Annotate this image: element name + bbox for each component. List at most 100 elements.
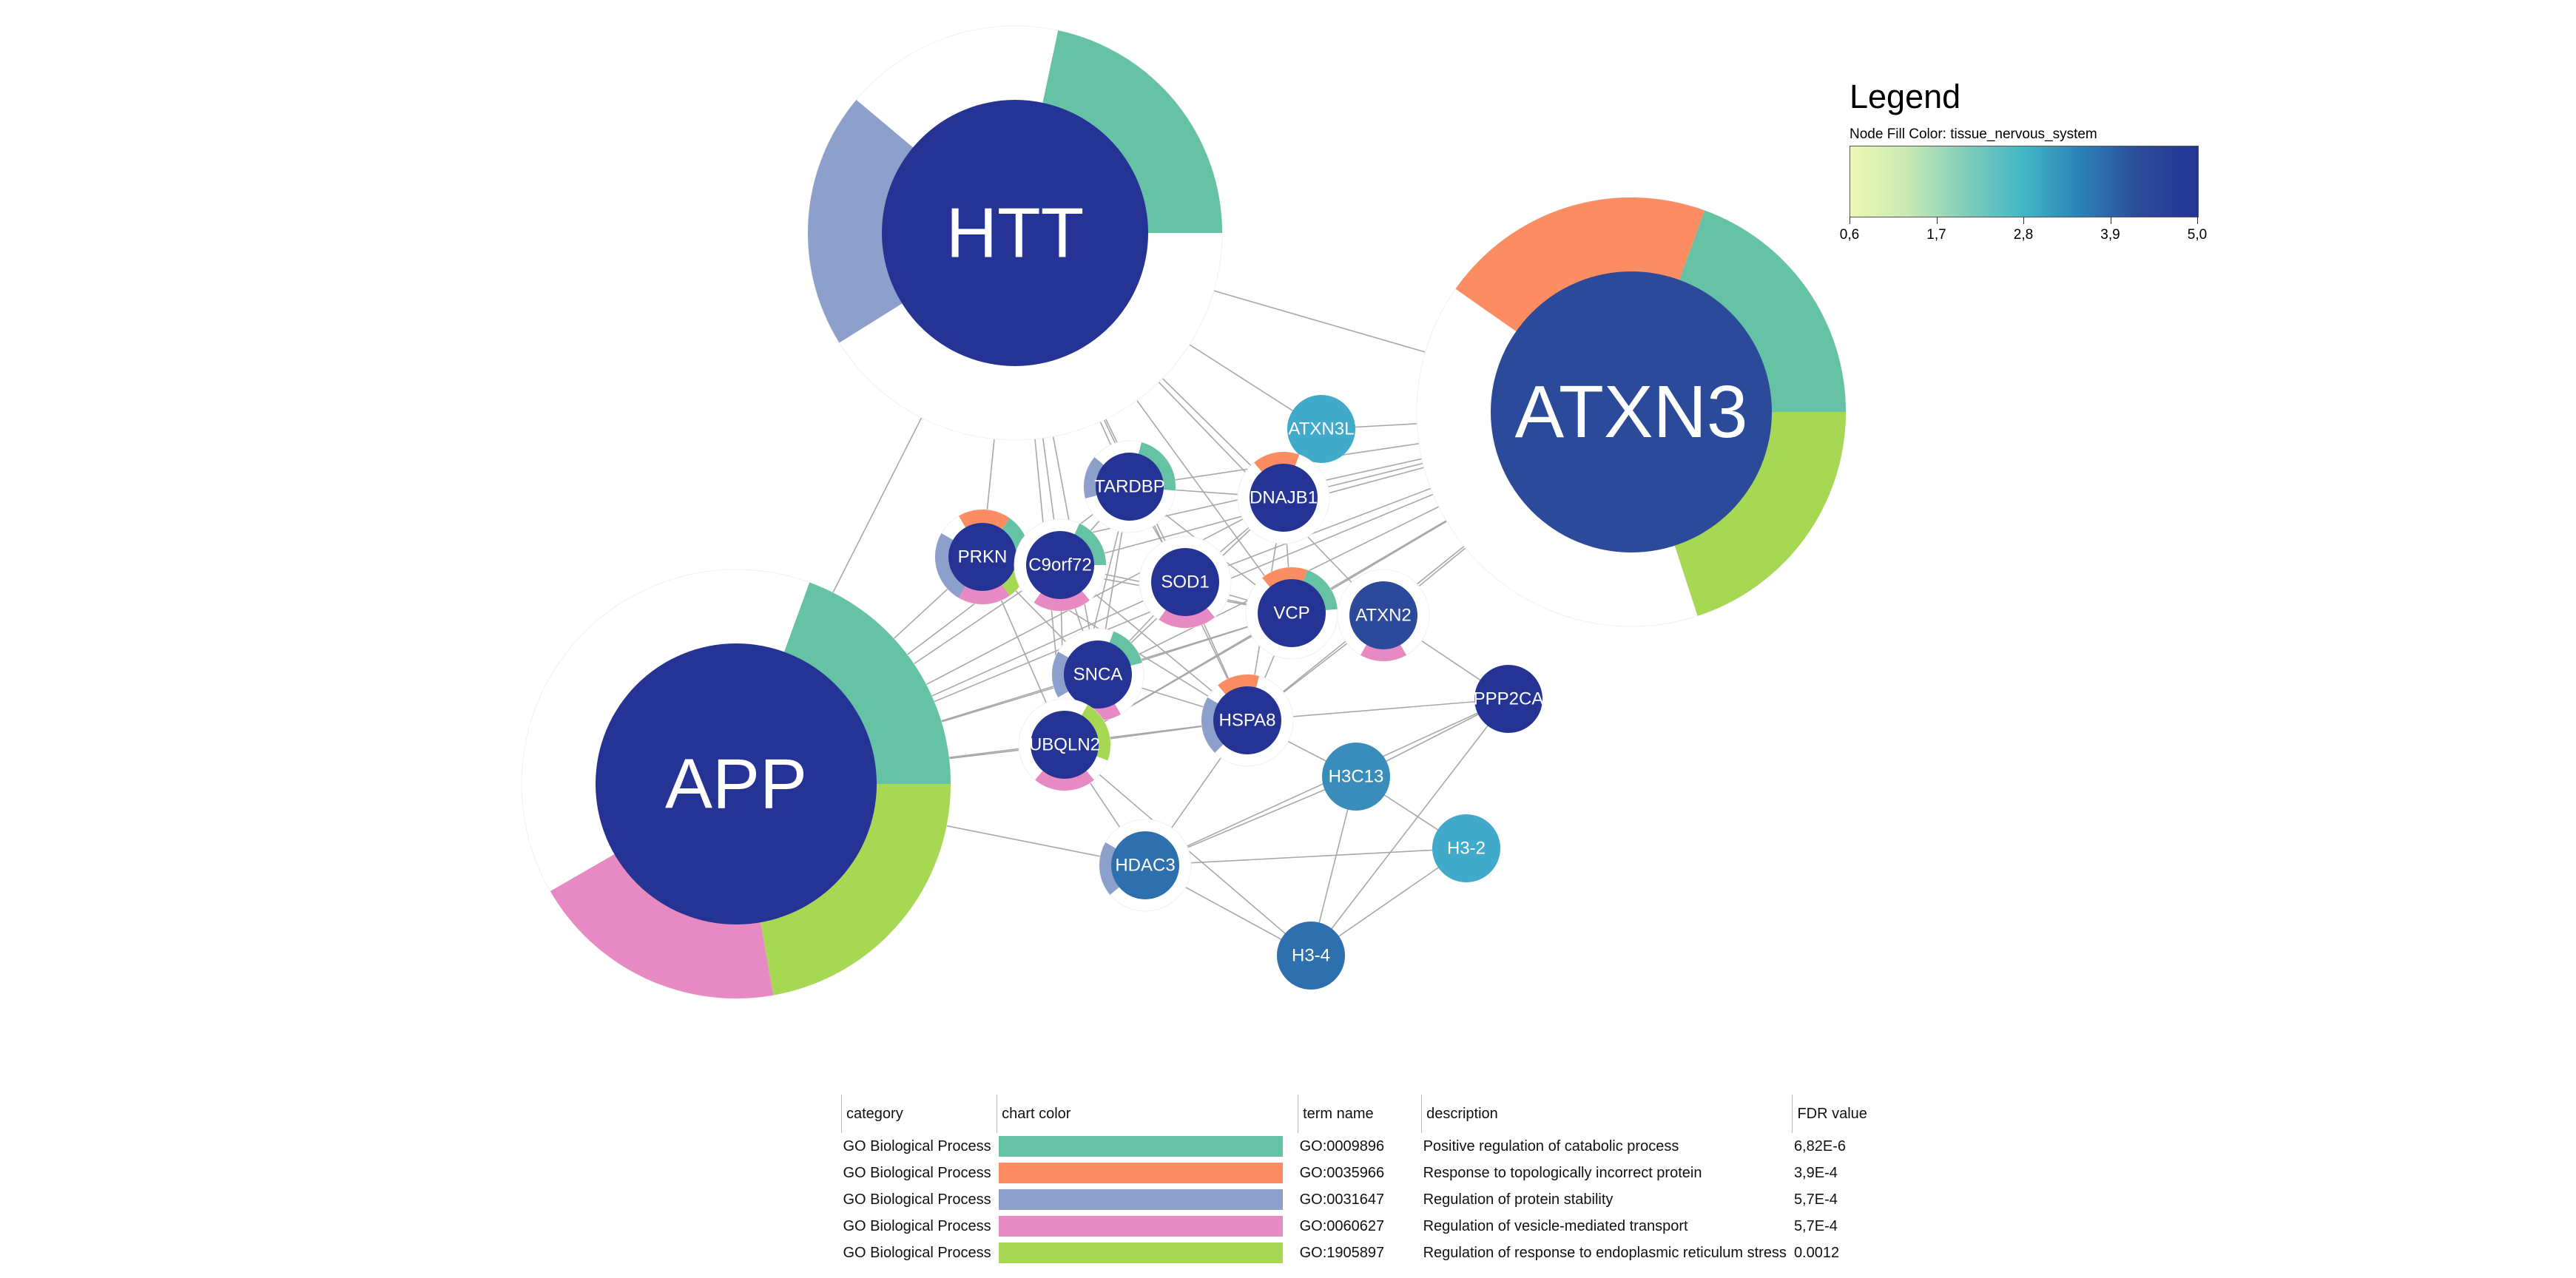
color-swatch — [998, 1189, 1283, 1210]
node-ring-segment — [1674, 412, 1846, 616]
node-circle — [1250, 464, 1318, 532]
cell-category: GO Biological Process — [843, 1244, 991, 1261]
node-circle — [1474, 665, 1542, 733]
node-label: APP — [665, 745, 807, 824]
node-label: SOD1 — [1161, 572, 1209, 592]
cell-fdr: 5,7E-4 — [1793, 1191, 1838, 1208]
legend-tick-row: 0,6 1,7 2,8 3,9 5,0 — [1840, 217, 2207, 246]
cell-description: Regulation of protein stability — [1423, 1191, 1614, 1208]
cell-fdr: 3,9E-4 — [1793, 1164, 1838, 1181]
legend-tick-label: 2,8 — [2013, 227, 2034, 243]
color-swatch — [998, 1163, 1283, 1183]
edge-h3-2-hdac3 — [1144, 848, 1467, 866]
legend-tick-mark — [1936, 217, 1938, 224]
node-ring-segment — [1679, 210, 1846, 412]
color-swatch — [998, 1136, 1283, 1157]
node-ring-segment — [1084, 457, 1105, 499]
cell-fdr: 5,7E-4 — [1793, 1217, 1838, 1234]
edge-ppp2ca-h3-4 — [1310, 698, 1509, 956]
header-fdr-value: FDR value — [1792, 1095, 1887, 1133]
node-h3-2[interactable]: H3-2 — [1432, 814, 1500, 882]
cell-term-name: GO:1905897 — [1299, 1244, 1385, 1261]
legend-tick-label: 5,0 — [2187, 227, 2208, 243]
node-htt[interactable]: HTT — [807, 25, 1223, 441]
node-atxn3l[interactable]: ATXN3L — [1287, 395, 1355, 463]
node-atxn2[interactable]: ATXN2 — [1337, 569, 1430, 662]
node-dnajb1[interactable]: DNAJB1 — [1237, 451, 1330, 544]
node-label: DNAJB1 — [1250, 488, 1318, 508]
node-ring-segment — [1109, 631, 1142, 666]
legend-tick-label: 3,9 — [2100, 227, 2120, 243]
table-row: GO Biological Process GO:0035966 Respons… — [842, 1160, 1887, 1186]
table-row: GO Biological Process GO:0009896 Positiv… — [842, 1133, 1887, 1160]
node-ring-segment — [1361, 643, 1406, 661]
node-circle — [1151, 548, 1219, 616]
node-label: H3-2 — [1447, 839, 1486, 859]
node-ubqln2[interactable]: UBQLN2 — [1018, 698, 1111, 791]
node-label: HDAC3 — [1115, 856, 1175, 876]
node-label: ATXN3 — [1515, 371, 1748, 453]
node-ring-segment — [1218, 674, 1260, 696]
node-ring-segment — [1455, 197, 1705, 333]
node-ring-segment — [1052, 652, 1070, 697]
node-ring-segment — [1099, 842, 1121, 895]
node-ring-segment — [550, 853, 774, 998]
node-circle — [1096, 453, 1164, 521]
header-term-name: term name — [1298, 1095, 1422, 1133]
node-h3c13[interactable]: H3C13 — [1322, 743, 1390, 811]
node-circle — [1432, 814, 1500, 882]
nodes-layer: HTT ATXN3 APP ATXN3L TARDBP DNAJB1 PRKN C9orf72… — [521, 25, 1847, 999]
cell-chart-color — [997, 1213, 1298, 1240]
node-app[interactable]: APP — [521, 569, 951, 999]
cell-category: GO Biological Process — [843, 1164, 991, 1181]
node-circle — [1287, 395, 1355, 463]
cell-fdr: 0.0012 — [1793, 1244, 1840, 1261]
node-ring-segment — [808, 100, 914, 343]
node-ring-segment — [1254, 452, 1300, 473]
node-circle — [596, 643, 877, 924]
node-hspa8[interactable]: HSPA8 — [1201, 674, 1294, 767]
cell-fdr: 6,82E-6 — [1793, 1137, 1846, 1154]
node-ring-segment — [1262, 567, 1308, 589]
legend-color-gradient — [1850, 146, 2199, 217]
header-chart-color: chart color — [997, 1095, 1298, 1133]
node-circle — [1064, 640, 1132, 709]
node-circle — [1258, 579, 1326, 647]
node-ring-segment — [1073, 523, 1106, 565]
node-ring-segment — [1303, 569, 1338, 611]
cell-category: GO Biological Process — [843, 1191, 991, 1208]
node-label: TARDBP — [1094, 477, 1165, 497]
node-ring-segment — [760, 784, 951, 995]
node-label: PRKN — [958, 547, 1008, 567]
node-sod1[interactable]: SOD1 — [1139, 535, 1232, 629]
cell-chart-color — [997, 1133, 1298, 1160]
node-atxn3[interactable]: ATXN3 — [1416, 197, 1847, 627]
node-label: H3C13 — [1329, 767, 1384, 787]
node-circle — [882, 100, 1148, 366]
node-hdac3[interactable]: HDAC3 — [1099, 819, 1192, 912]
cell-chart-color — [997, 1186, 1298, 1213]
node-circle — [1031, 711, 1099, 779]
cell-chart-color — [997, 1240, 1298, 1266]
node-circle — [948, 523, 1016, 591]
node-snca[interactable]: SNCA — [1051, 628, 1144, 721]
node-circle — [1349, 581, 1417, 649]
node-vcp[interactable]: VCP — [1245, 567, 1338, 660]
node-h3-4[interactable]: H3-4 — [1277, 922, 1345, 990]
node-label: ATXN3L — [1289, 419, 1355, 439]
node-tardbp[interactable]: TARDBP — [1083, 440, 1176, 533]
legend-tick-label: 1,7 — [1926, 227, 1946, 243]
node-label: PPP2CA — [1474, 689, 1544, 709]
node-ring-segment — [783, 582, 951, 784]
node-c9orf72[interactable]: C9orf72 — [1014, 518, 1107, 612]
node-label: HSPA8 — [1219, 711, 1276, 731]
cell-chart-color — [997, 1160, 1298, 1186]
node-label: SNCA — [1073, 665, 1123, 685]
node-ppp2ca[interactable]: PPP2CA — [1474, 665, 1544, 733]
cell-description: Positive regulation of catabolic process — [1423, 1137, 1679, 1154]
enrichment-table: category chart color term name descripti… — [840, 1095, 1887, 1266]
legend-tick-mark — [2023, 217, 2024, 224]
color-swatch — [998, 1242, 1283, 1263]
node-label: UBQLN2 — [1029, 735, 1100, 755]
node-label: H3-4 — [1292, 946, 1330, 966]
